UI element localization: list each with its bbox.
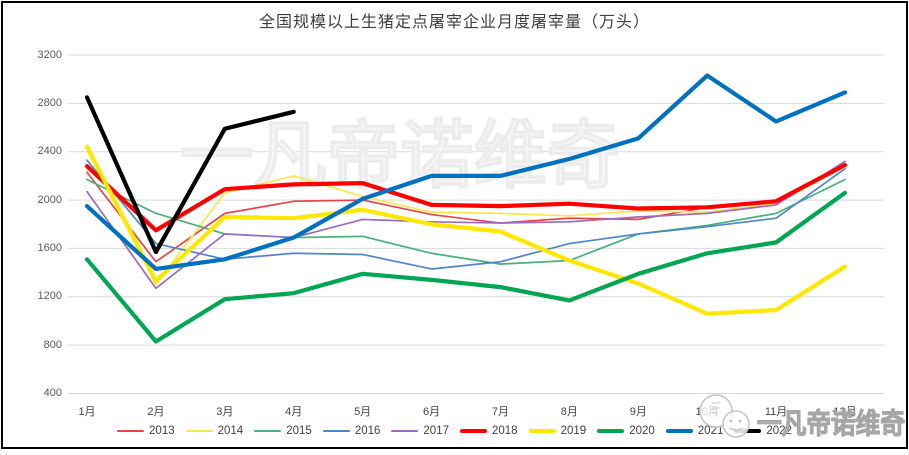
legend-item-2017: 2017	[391, 425, 449, 437]
legend-label-2014: 2014	[217, 425, 244, 437]
legend-item-2016: 2016	[322, 425, 381, 437]
legend-swatch-2019	[528, 429, 556, 433]
legend-swatch-2014	[185, 429, 213, 433]
x-tick-11月: 11月	[764, 406, 788, 418]
legend-label-2013: 2013	[149, 425, 175, 437]
y-tick-1200: 1200	[37, 290, 62, 303]
series-line-2022	[84, 95, 296, 255]
legend-label-2020: 2020	[629, 425, 655, 437]
legend-swatch-2018	[460, 429, 487, 433]
y-tick-2800: 2800	[37, 96, 62, 109]
x-tick-4月: 4月	[285, 406, 303, 418]
legend-swatch-2020	[597, 429, 625, 433]
series-line-2017	[86, 160, 846, 290]
y-tick-3200: 3200	[37, 48, 62, 61]
y-tick-1600: 1600	[37, 241, 62, 254]
legend-label-2021: 2021	[697, 425, 724, 437]
center-watermark-text: 一凡帝诺维奇	[180, 114, 620, 197]
legend-swatch-2013	[117, 429, 145, 433]
legend-item-2019: 2019	[528, 425, 587, 437]
legend-swatch-2022	[734, 429, 762, 433]
legend-label-2022: 2022	[766, 425, 792, 437]
y-tick-800: 800	[43, 338, 62, 351]
legend-swatch-2015	[254, 429, 282, 433]
x-tick-12月: 12月	[833, 406, 857, 418]
x-tick-1月: 1月	[78, 406, 96, 418]
legend-label-2016: 2016	[354, 425, 381, 437]
x-tick-3月: 3月	[216, 406, 234, 418]
x-tick-9月: 9月	[629, 406, 647, 418]
legend-label-2018: 2018	[492, 425, 518, 437]
legend-item-2020: 2020	[597, 425, 655, 437]
legend-item-2021: 2021	[665, 425, 724, 437]
series-line-2016	[86, 159, 846, 270]
legend-label-2015: 2015	[286, 425, 312, 437]
series-line-2019	[84, 144, 848, 316]
series-line-2018	[84, 162, 848, 233]
x-tick-6月: 6月	[422, 406, 441, 418]
series-line-2014	[86, 147, 846, 286]
legend-item-2018: 2018	[460, 425, 518, 437]
legend-item-2014: 2014	[185, 425, 244, 437]
series-line-2020	[84, 190, 848, 344]
legend-item-2022: 2022	[734, 425, 792, 437]
legend-item-2013: 2013	[117, 425, 175, 437]
y-tick-2000: 2000	[37, 193, 62, 206]
x-tick-10月: 10月	[695, 406, 719, 418]
x-tick-7月: 7月	[491, 406, 510, 418]
legend-swatch-2021	[665, 429, 693, 433]
y-tick-400: 400	[43, 387, 62, 399]
series-line-2021	[84, 73, 848, 272]
x-tick-8月: 8月	[560, 406, 578, 418]
legend-swatch-2016	[322, 429, 350, 433]
legend: 2013 2014 2015 2016 2017 2018 2019 2020 2021 2022	[0, 423, 909, 439]
legend-item-2015: 2015	[254, 425, 312, 437]
x-tick-5月: 5月	[354, 406, 372, 418]
legend-label-2019: 2019	[560, 425, 587, 437]
legend-swatch-2017	[391, 429, 419, 433]
legend-label-2017: 2017	[423, 425, 449, 437]
chart-title: 全国规模以上生猪定点屠宰企业月度屠宰量（万头）	[258, 14, 650, 31]
y-tick-2400: 2400	[37, 145, 62, 158]
x-tick-2月: 2月	[147, 406, 165, 418]
